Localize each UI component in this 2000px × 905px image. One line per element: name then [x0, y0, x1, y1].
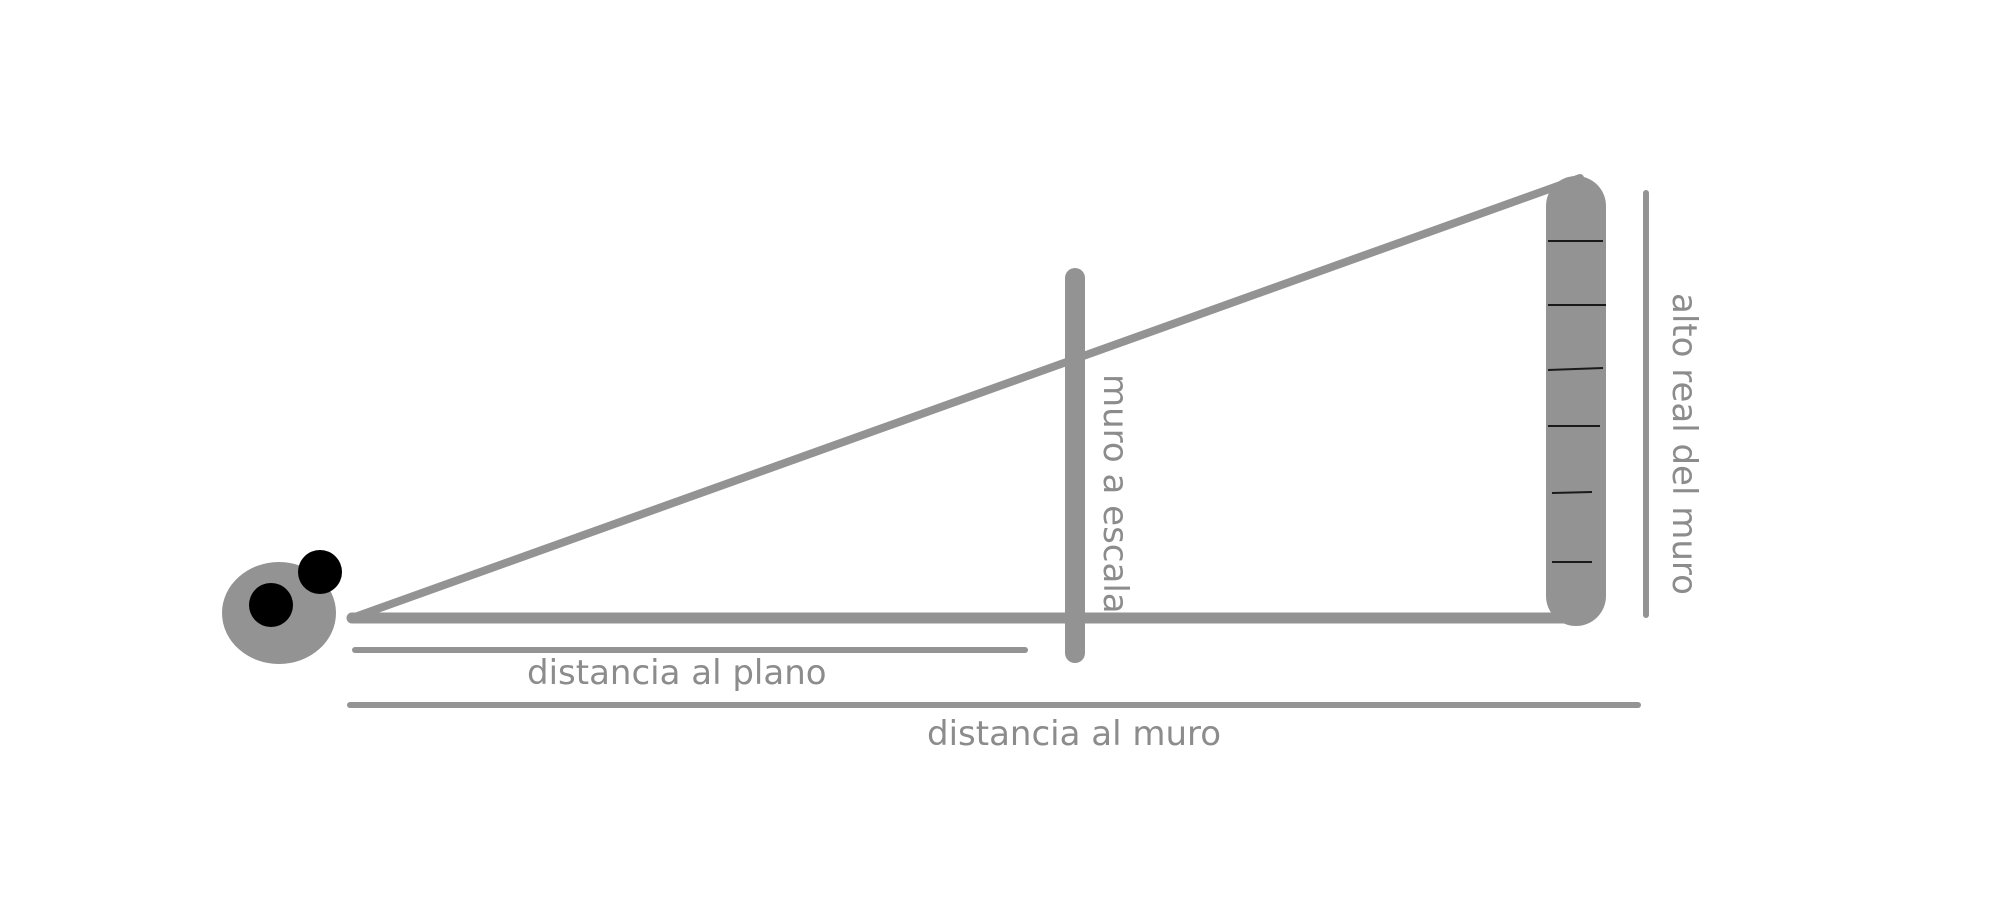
eye-highlight-dot [298, 550, 342, 594]
sight-line [348, 174, 1584, 622]
wall-mark [1547, 367, 1604, 371]
distance-to-wall-label: distancia al muro [927, 714, 1221, 754]
distance-to-plane-label: distancia al plano [527, 653, 827, 693]
real-wall [1546, 176, 1606, 626]
real-wall-height-label: alto real del muro [1664, 293, 1704, 595]
wall-mark [1551, 491, 1593, 494]
eye-pupil [249, 583, 293, 627]
real-wall-marks [1547, 240, 1606, 563]
eye-icon [222, 550, 342, 664]
scaled-wall-label: muro a escala [1095, 374, 1135, 614]
